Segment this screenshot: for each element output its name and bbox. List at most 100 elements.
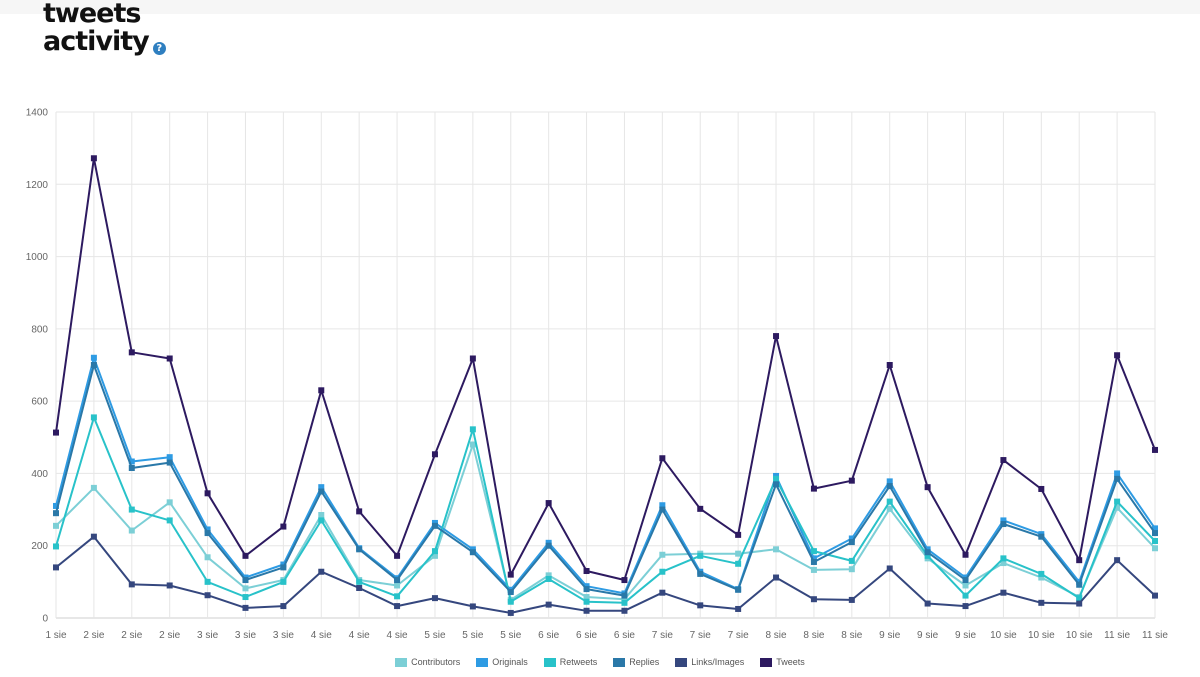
data-point[interactable] [773,475,780,482]
series-line[interactable] [55,364,1156,597]
data-point[interactable] [1076,557,1083,564]
data-point[interactable] [128,349,135,356]
series-line[interactable] [55,443,1156,601]
data-point[interactable] [128,527,135,534]
data-point[interactable] [356,578,363,585]
data-point[interactable] [924,552,931,559]
data-point[interactable] [886,362,893,368]
data-point[interactable] [962,582,969,589]
data-point[interactable] [659,551,666,558]
data-point[interactable] [90,362,97,368]
series-line[interactable] [55,356,1156,595]
data-point[interactable] [810,485,817,492]
data-point[interactable] [886,483,893,490]
data-point[interactable] [394,577,401,584]
data-point[interactable] [697,552,704,559]
data-point[interactable] [204,526,211,533]
data-point[interactable] [469,441,476,448]
data-point[interactable] [242,585,249,592]
data-point[interactable] [318,517,325,524]
data-point[interactable] [469,603,476,610]
data-point[interactable] [1076,600,1083,607]
data-point[interactable] [318,488,325,495]
data-point[interactable] [886,505,893,512]
data-point[interactable] [431,595,438,602]
data-point[interactable] [204,530,211,537]
data-point[interactable] [90,354,97,361]
data-point[interactable] [1038,599,1045,606]
data-point[interactable] [659,568,666,575]
data-point[interactable] [545,542,552,549]
data-point[interactable] [53,510,59,517]
data-point[interactable] [735,605,742,612]
data-point[interactable] [242,577,249,584]
data-point[interactable] [53,543,59,550]
legend-item[interactable]: Replies [613,657,659,667]
data-point[interactable] [356,508,363,515]
data-point[interactable] [1000,521,1007,528]
data-point[interactable] [583,598,590,605]
data-point[interactable] [924,600,931,607]
data-point[interactable] [204,554,211,561]
data-point[interactable] [1114,352,1121,359]
data-point[interactable] [583,594,590,601]
data-point[interactable] [621,592,628,599]
data-point[interactable] [204,490,211,497]
data-point[interactable] [469,426,476,433]
data-point[interactable] [773,333,780,340]
data-point[interactable] [886,498,893,505]
data-point[interactable] [280,603,287,610]
data-point[interactable] [1114,557,1121,564]
data-point[interactable] [1000,457,1007,464]
data-point[interactable] [318,511,325,518]
series-line[interactable] [55,416,1156,604]
data-point[interactable] [848,477,855,484]
data-point[interactable] [1076,595,1083,602]
data-point[interactable] [773,481,780,488]
data-point[interactable] [1152,592,1158,599]
data-point[interactable] [924,549,931,556]
data-point[interactable] [697,570,704,577]
data-point[interactable] [318,484,325,491]
data-point[interactable] [545,500,552,507]
data-point[interactable] [204,592,211,599]
data-point[interactable] [1038,570,1045,577]
data-point[interactable] [242,552,249,559]
data-point[interactable] [90,484,97,491]
data-point[interactable] [280,564,287,571]
data-point[interactable] [962,551,969,558]
data-point[interactable] [166,454,173,461]
data-point[interactable] [697,505,704,512]
data-point[interactable] [773,574,780,581]
data-point[interactable] [318,568,325,575]
data-point[interactable] [583,586,590,593]
data-point[interactable] [90,533,97,540]
data-point[interactable] [1000,517,1007,524]
data-point[interactable] [1152,446,1158,453]
data-point[interactable] [469,549,476,556]
legend-item[interactable]: Retweets [543,657,597,667]
data-point[interactable] [735,560,742,567]
data-point[interactable] [1152,538,1158,545]
data-point[interactable] [810,566,817,573]
data-point[interactable] [697,602,704,609]
data-point[interactable] [1038,533,1045,540]
data-point[interactable] [280,578,287,585]
data-point[interactable] [431,552,438,559]
data-point[interactable] [1000,560,1007,567]
data-point[interactable] [735,531,742,538]
data-point[interactable] [659,455,666,462]
data-point[interactable] [431,548,438,555]
data-point[interactable] [1152,525,1158,532]
data-point[interactable] [166,355,173,362]
data-point[interactable] [128,458,135,465]
data-point[interactable] [621,596,628,603]
data-point[interactable] [735,586,742,593]
data-point[interactable] [659,589,666,596]
data-point[interactable] [962,592,969,599]
data-point[interactable] [469,355,476,362]
data-point[interactable] [356,546,363,553]
data-point[interactable] [128,506,135,513]
data-point[interactable] [962,577,969,584]
data-point[interactable] [507,588,514,595]
